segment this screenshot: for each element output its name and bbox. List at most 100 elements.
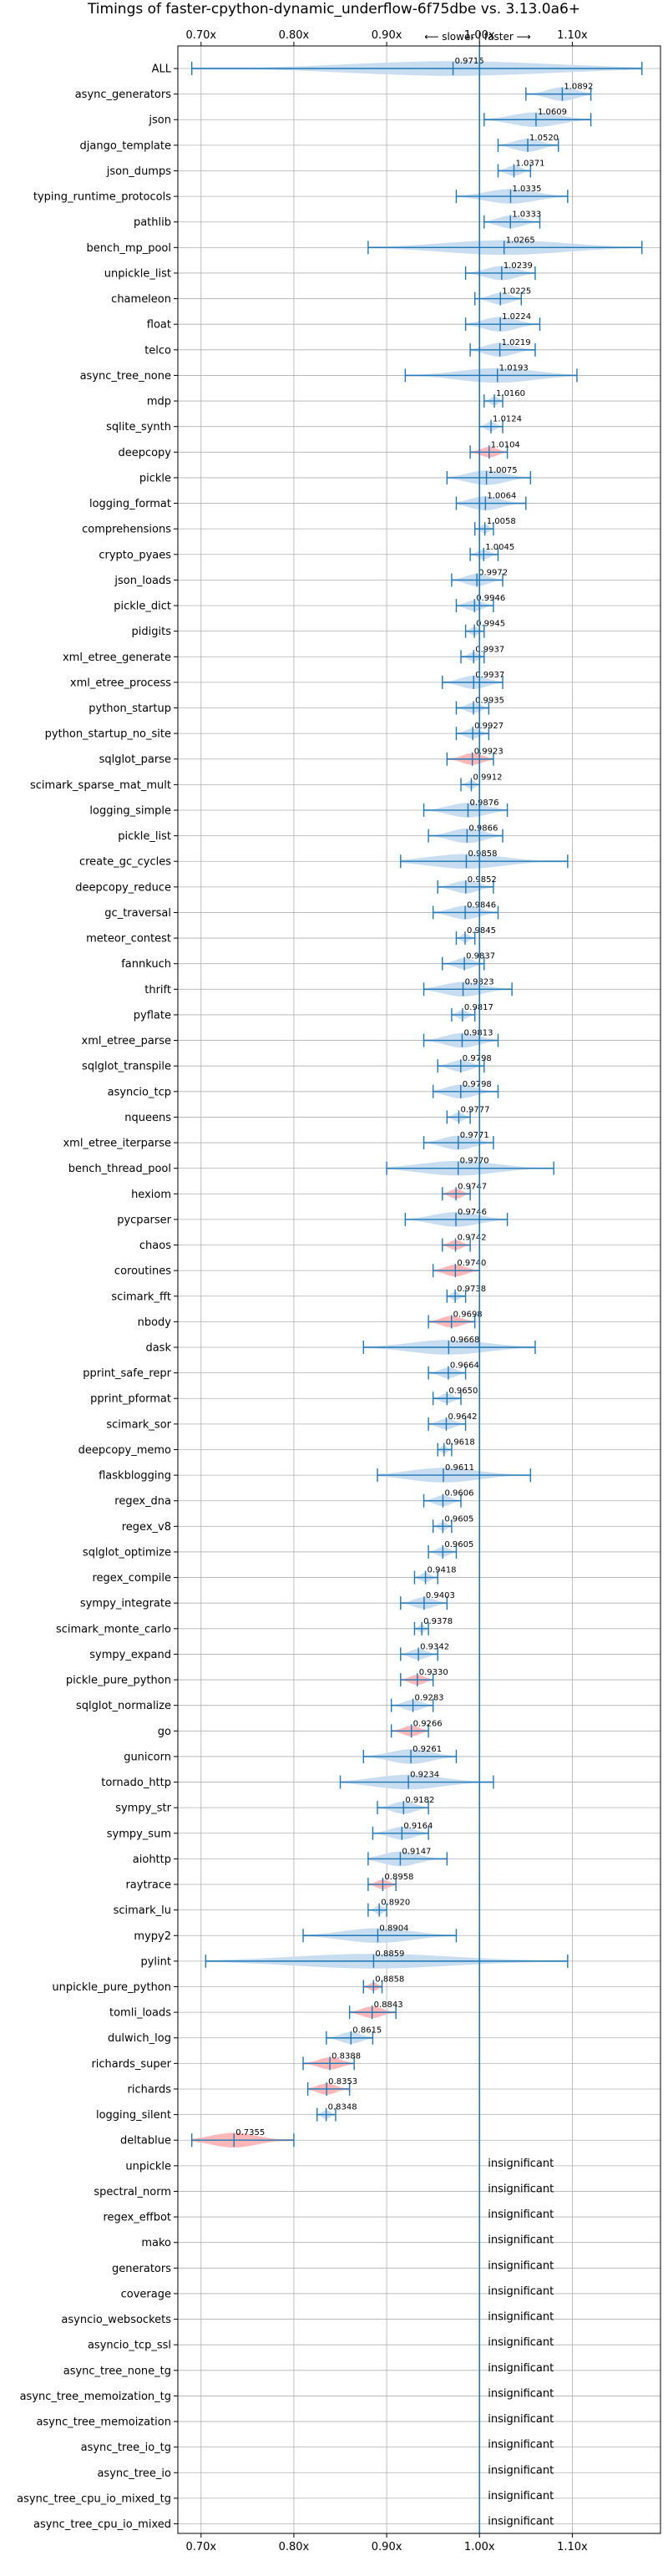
value-label: 1.0219 [502, 338, 531, 347]
benchmark-label: async_tree_cpu_io_mixed_tg [17, 2492, 171, 2505]
benchmark-label: pickle_dict [114, 601, 171, 613]
benchmark-label: nqueens [124, 1112, 171, 1124]
benchmark-label: async_generators [75, 89, 172, 101]
insignificant-label: insignificant [488, 2439, 554, 2452]
value-label: 0.9866 [468, 824, 498, 834]
value-label: 0.9927 [474, 722, 504, 731]
benchmark-label: spectral_norm [94, 2186, 171, 2198]
benchmark-label: pprint_safe_repr [83, 1367, 171, 1380]
value-label: 1.0335 [512, 185, 541, 194]
value-label: 0.8858 [375, 1975, 404, 1985]
benchmark-label: flaskblogging [99, 1470, 171, 1483]
value-label: 0.9266 [413, 1719, 443, 1728]
x-tick-label-top: 0.90x [372, 29, 402, 42]
benchmark-label: mdp [147, 396, 171, 408]
value-label: 0.9972 [478, 568, 508, 577]
benchmark-label: sqlglot_normalize [76, 1700, 171, 1712]
insignificant-label: insignificant [488, 2158, 554, 2170]
value-label: 1.0333 [512, 210, 541, 220]
benchmark-label: richards [128, 2083, 172, 2096]
benchmark-label: async_tree_io_tg [81, 2442, 171, 2454]
benchmark-label: python_startup [89, 702, 171, 715]
benchmark-label: nbody [138, 1316, 172, 1329]
benchmark-label: sympy_str [115, 1803, 171, 1815]
insignificant-label: insignificant [488, 2259, 554, 2272]
benchmark-label: async_tree_io [97, 2467, 171, 2480]
benchmark-label: pickle [139, 472, 171, 484]
benchmark-label: sqlglot_transpile [82, 1061, 171, 1073]
insignificant-label: insignificant [488, 2516, 554, 2528]
benchmark-label: sqlite_synth [106, 421, 171, 434]
x-tick-label-top: 0.80x [279, 29, 310, 42]
value-label: 0.9698 [453, 1310, 483, 1319]
value-label: 0.9771 [460, 1131, 489, 1140]
benchmark-label: pyflate [134, 1009, 171, 1022]
x-tick-label-bottom: 1.10x [557, 2541, 588, 2553]
value-label: 1.0058 [487, 517, 516, 526]
benchmark-label: meteor_contest [86, 933, 171, 946]
value-label: 0.9837 [466, 952, 495, 961]
benchmark-label: typing_runtime_protocols [33, 191, 171, 204]
value-label: 0.9330 [419, 1668, 448, 1677]
benchmark-label: logging_silent [96, 2109, 171, 2122]
benchmark-label: fannkuch [121, 958, 171, 971]
value-label: 0.9740 [457, 1259, 486, 1268]
value-label: 0.8615 [352, 2026, 382, 2036]
x-tick-label-top: 1.00x [464, 29, 495, 42]
value-label: 0.9742 [458, 1234, 487, 1243]
value-label: 0.8843 [374, 2000, 403, 2010]
value-label: 0.9798 [463, 1080, 492, 1089]
value-label: 0.9923 [474, 748, 504, 757]
benchmark-label: generators [112, 2263, 171, 2275]
benchmark-label: float [147, 319, 171, 332]
benchmark-label: tomli_loads [109, 2007, 171, 2020]
benchmark-label: django_template [80, 139, 171, 152]
benchmark-label: deepcopy_memo [78, 1444, 171, 1457]
value-label: 0.9642 [448, 1412, 477, 1422]
value-label: 0.9747 [458, 1182, 487, 1191]
benchmark-label: ALL [152, 63, 172, 76]
x-tick-label-bottom: 1.00x [464, 2541, 495, 2553]
benchmark-label: asyncio_tcp [108, 1086, 171, 1098]
benchmark-label: tornado_http [101, 1777, 171, 1789]
benchmark-label: async_tree_none_tg [63, 2365, 171, 2377]
benchmark-label: sympy_integrate [80, 1598, 171, 1610]
benchmark-label: coverage [121, 2288, 171, 2300]
benchmark-label: regex_effbot [103, 2212, 171, 2224]
benchmark-label: dask [145, 1342, 171, 1355]
x-tick-label-top: 0.70x [185, 29, 216, 42]
benchmark-label: comprehensions [82, 524, 171, 536]
value-label: 0.9770 [460, 1157, 489, 1166]
benchmark-label: pprint_pformat [90, 1393, 171, 1406]
benchmark-label: pickle_pure_python [66, 1675, 171, 1687]
benchmark-label: chaos [139, 1240, 171, 1252]
value-label: 0.8958 [384, 1873, 413, 1882]
insignificant-label: insignificant [488, 2208, 554, 2221]
value-label: 0.9845 [467, 926, 496, 936]
value-label: 1.0892 [564, 83, 593, 92]
value-label: 0.7355 [235, 2128, 265, 2137]
benchmark-label: crypto_pyaes [99, 549, 171, 561]
value-label: 0.9935 [475, 697, 504, 706]
bottom-axis-ticks: 0.70x 0.80x 0.90x 1.00x 1.10x [185, 2533, 588, 2553]
value-label: 0.9378 [423, 1617, 453, 1626]
benchmark-label: pylint [140, 1955, 171, 1968]
benchmark-label: json_dumps [106, 165, 171, 178]
benchmark-label: async_tree_memoization_tg [20, 2391, 171, 2403]
insignificant-label: insignificant [488, 2490, 554, 2502]
value-label: 1.0225 [502, 287, 531, 297]
benchmark-label: scimark_sparse_mat_mult [30, 779, 171, 792]
benchmark-label: logging_simple [89, 804, 171, 817]
benchmark-label: thrift [144, 984, 171, 996]
benchmark-label: hexiom [131, 1189, 171, 1201]
benchmark-label: scimark_fft [111, 1291, 171, 1303]
benchmark-label: sympy_expand [89, 1649, 171, 1661]
value-label: 0.9937 [475, 671, 504, 680]
benchmark-label: telco [144, 344, 171, 357]
value-label: 0.9813 [463, 1029, 493, 1038]
value-label: 0.9777 [460, 1105, 489, 1114]
benchmark-label: xml_etree_parse [82, 1035, 171, 1047]
benchmark-label: async_tree_none [80, 370, 171, 383]
value-label: 1.0075 [488, 466, 518, 475]
